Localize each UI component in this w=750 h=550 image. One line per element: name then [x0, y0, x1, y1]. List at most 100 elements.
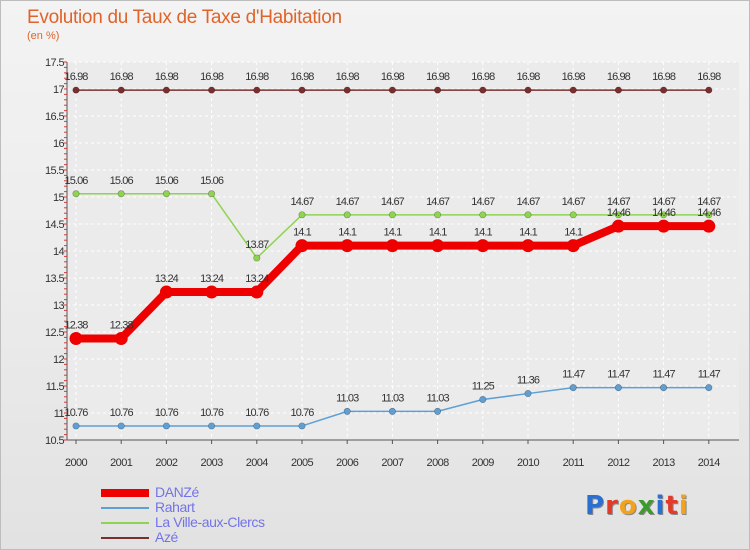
- data-label: 16.98: [64, 71, 88, 83]
- data-label: 13.24: [155, 273, 179, 285]
- data-point: [479, 211, 487, 219]
- data-point: [162, 422, 170, 430]
- logo-letter: i: [678, 491, 689, 521]
- data-point: [117, 422, 125, 430]
- x-tick-label: 2011: [563, 457, 585, 469]
- data-point: [114, 331, 128, 345]
- data-label: 16.98: [290, 71, 314, 83]
- x-tick-label: 2009: [472, 457, 495, 469]
- data-label: 11.47: [607, 369, 630, 381]
- x-tick-label: 2008: [427, 457, 450, 469]
- data-point: [611, 219, 625, 233]
- data-point: [250, 285, 264, 299]
- data-point: [343, 86, 351, 94]
- data-label: 10.76: [200, 407, 224, 419]
- data-label: 14.1: [564, 227, 583, 239]
- data-label: 16.98: [245, 71, 269, 83]
- data-point: [298, 86, 306, 94]
- data-point: [298, 211, 306, 219]
- logo-letter: x: [637, 491, 656, 521]
- data-point: [524, 86, 532, 94]
- data-label: 16.98: [516, 71, 540, 83]
- data-point: [569, 384, 577, 392]
- y-tick-label: 13.5: [45, 273, 64, 285]
- data-point: [72, 190, 80, 198]
- data-label: 15.06: [110, 175, 134, 187]
- data-point: [205, 285, 219, 299]
- x-tick-label: 2007: [381, 457, 404, 469]
- data-point: [434, 407, 442, 415]
- y-tick-label: 13: [53, 300, 65, 312]
- data-label: 14.67: [562, 196, 586, 208]
- y-tick-label: 11.5: [46, 381, 65, 393]
- x-tick-label: 2013: [653, 457, 676, 469]
- data-point: [434, 211, 442, 219]
- data-point: [208, 422, 216, 430]
- data-label: 16.98: [471, 71, 495, 83]
- data-label: 16.98: [110, 71, 134, 83]
- data-point: [388, 407, 396, 415]
- legend-label: DANZé: [155, 484, 199, 500]
- logo-letter: o: [618, 491, 638, 521]
- data-point: [476, 239, 490, 253]
- data-point: [521, 239, 535, 253]
- data-label: 11.47: [698, 369, 721, 381]
- data-label: 16.98: [607, 71, 631, 83]
- x-tick-label: 2012: [607, 457, 630, 469]
- data-point: [69, 331, 83, 345]
- data-label: 16.98: [336, 71, 360, 83]
- data-label: 11.03: [426, 392, 449, 404]
- x-tick-label: 2001: [110, 457, 133, 469]
- data-label: 16.98: [200, 71, 224, 83]
- data-label: 13.87: [245, 239, 269, 251]
- data-label: 14.67: [607, 196, 631, 208]
- data-label: 14.1: [474, 227, 493, 239]
- logo-letter: P: [585, 491, 606, 521]
- data-point: [614, 384, 622, 392]
- y-tick-label: 12.5: [45, 327, 64, 339]
- data-label: 14.1: [429, 227, 448, 239]
- data-label: 14.67: [652, 196, 676, 208]
- legend-label: La Ville-aux-Clercs: [155, 514, 265, 530]
- y-tick-label: 15.5: [45, 165, 64, 177]
- data-point: [295, 239, 309, 253]
- data-point: [340, 239, 354, 253]
- data-label: 12.38: [110, 319, 134, 331]
- data-point: [388, 211, 396, 219]
- data-label: 10.76: [64, 407, 88, 419]
- data-label: 14.46: [697, 207, 721, 219]
- data-point: [117, 86, 125, 94]
- data-label: 13.24: [245, 273, 269, 285]
- data-point: [566, 239, 580, 253]
- y-tick-label: 12: [53, 354, 65, 366]
- data-label: 11.25: [472, 381, 495, 393]
- data-label: 16.98: [155, 71, 179, 83]
- data-label: 10.76: [245, 407, 269, 419]
- data-point: [208, 190, 216, 198]
- data-point: [162, 86, 170, 94]
- data-point: [253, 86, 261, 94]
- data-label: 10.76: [290, 407, 314, 419]
- logo-letter: r: [605, 491, 619, 521]
- legend-swatch: [101, 537, 149, 539]
- data-label: 11.36: [517, 375, 540, 387]
- y-tick-label: 17.5: [45, 57, 64, 69]
- data-label: 11.03: [381, 392, 404, 404]
- data-point: [434, 86, 442, 94]
- data-label: 14.1: [519, 227, 538, 239]
- data-point: [208, 86, 216, 94]
- data-point: [657, 219, 671, 233]
- data-point: [253, 254, 261, 262]
- y-tick-label: 16.5: [45, 111, 64, 123]
- data-point: [660, 384, 668, 392]
- data-point: [705, 86, 713, 94]
- data-label: 14.67: [697, 196, 721, 208]
- data-label: 16.98: [562, 71, 586, 83]
- legend-swatch: [101, 522, 149, 524]
- logo-letter: i: [655, 491, 666, 521]
- data-point: [705, 384, 713, 392]
- legend-swatch: [101, 489, 149, 497]
- data-point: [569, 86, 577, 94]
